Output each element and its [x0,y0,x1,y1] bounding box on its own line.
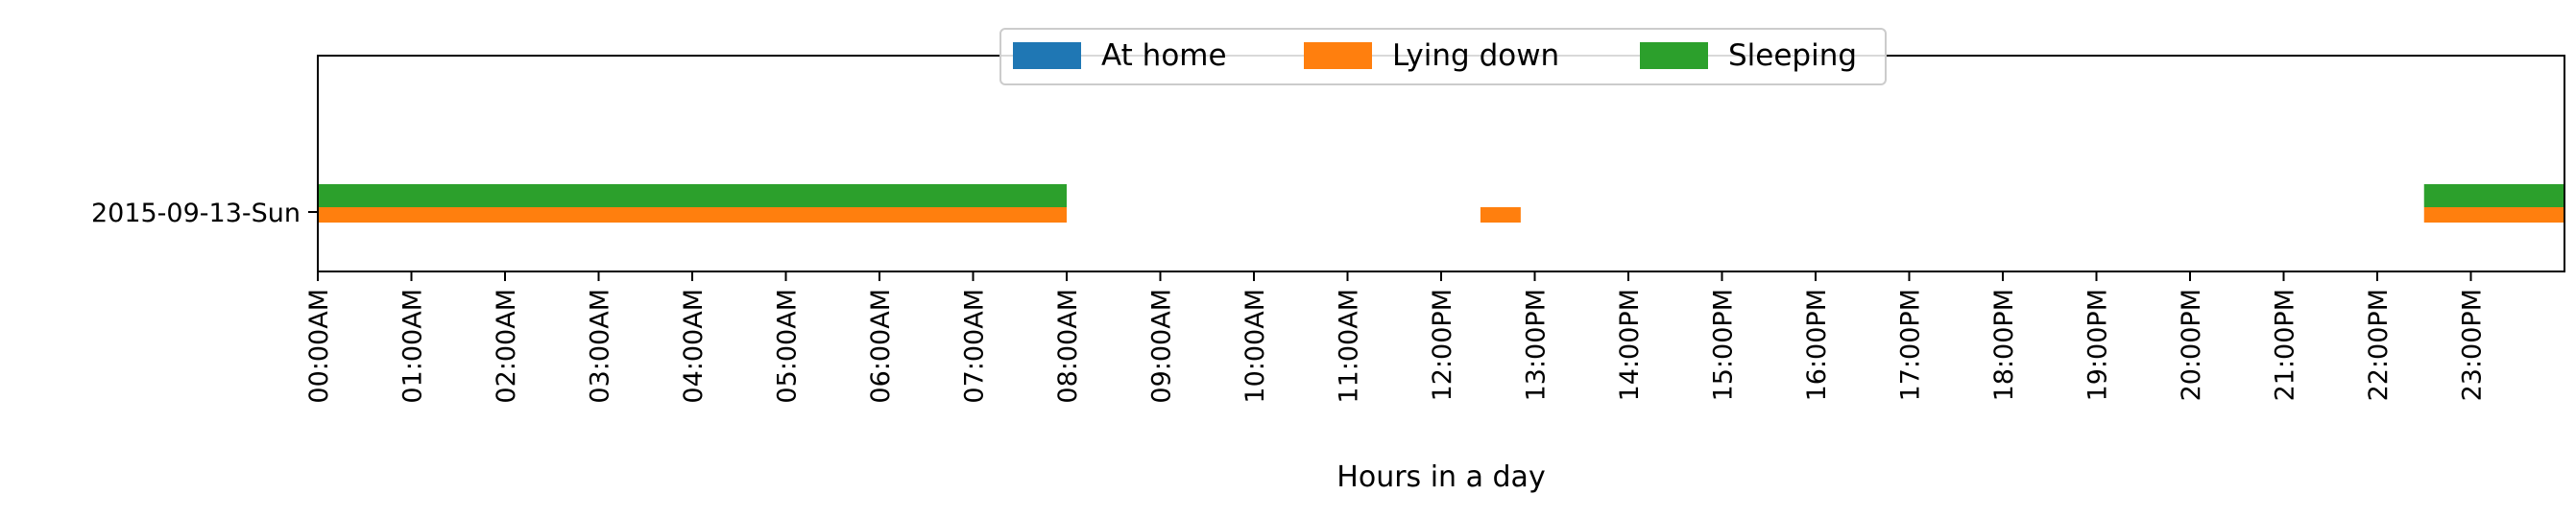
bar-lying-down [2423,207,2564,223]
legend: At home Lying down Sleeping [999,28,1887,85]
x-tick-label: 06:00AM [866,289,896,404]
x-tick-label: 18:00PM [1989,289,2019,401]
x-tick-label: 20:00PM [2177,289,2206,401]
x-tick-label: 01:00AM [398,289,428,404]
x-tick-label: 19:00PM [2083,289,2113,401]
legend-label: At home [1101,38,1227,73]
x-tick-label: 14:00PM [1615,289,1645,401]
bar-lying-down [1480,207,1521,223]
bars-layer [318,184,2564,223]
x-tick-label: 11:00AM [1335,289,1364,404]
x-tick-label: 00:00AM [304,289,334,404]
x-tick-label: 17:00PM [1896,289,1926,401]
x-tick-label: 12:00PM [1428,289,1457,401]
x-tick-label: 09:00AM [1147,289,1177,404]
legend-swatch [1304,42,1372,69]
x-tick-label: 10:00AM [1240,289,1270,404]
x-tick-label: 07:00AM [960,289,990,404]
x-tick-label: 15:00PM [1709,289,1739,401]
x-tick-label: 03:00AM [586,289,615,404]
bar-lying-down [318,207,1067,223]
legend-label: Lying down [1392,38,1559,73]
x-tick-label: 13:00PM [1522,289,1552,401]
y-tick-label: 2015-09-13-Sun [91,199,301,228]
bar-sleeping [2423,184,2564,207]
x-tick-label: 02:00AM [492,289,521,404]
bar-sleeping [318,184,1067,207]
x-tick-label: 04:00AM [679,289,709,404]
x-tick-label: 08:00AM [1053,289,1083,404]
plot-frame [317,55,2565,272]
x-axis-label: Hours in a day [1336,460,1545,494]
x-tick-label: 23:00PM [2458,289,2488,401]
x-axis: 00:00AM 01:00AM 02:00AM 03:00AM 04:00AM 05:00… [304,271,2488,404]
x-tick-label: 05:00AM [773,289,803,404]
legend-swatch [1640,42,1708,69]
legend-label: Sleeping [1728,38,1857,73]
x-tick-label: 21:00PM [2271,289,2300,401]
x-tick-label: 22:00PM [2364,289,2394,401]
legend-swatch [1013,42,1081,69]
y-axis: 2015-09-13-Sun [91,199,318,228]
x-tick-label: 16:00PM [1802,289,1832,401]
